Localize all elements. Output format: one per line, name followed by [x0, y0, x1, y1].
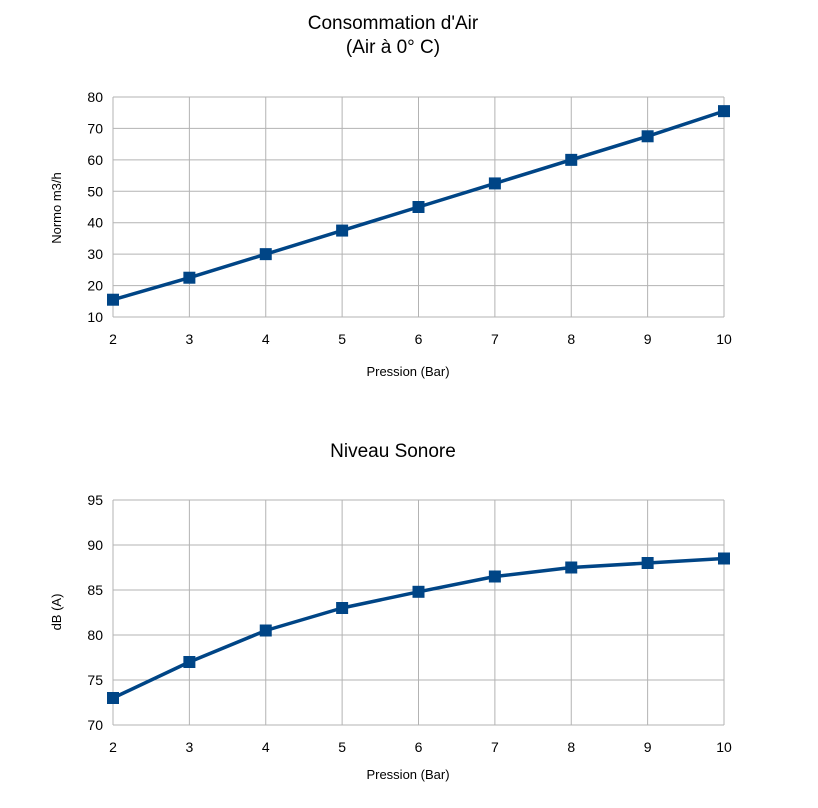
x-tick-label: 4 — [262, 331, 270, 347]
x-tick-label: 3 — [185, 331, 193, 347]
x-axis-ticks: 2 3 4 5 6 7 8 9 10 — [109, 739, 732, 755]
y-tick-label: 30 — [87, 246, 103, 262]
x-axis-label: Pression (Bar) — [366, 364, 449, 379]
data-point — [183, 656, 196, 668]
x-tick-label: 6 — [415, 331, 423, 347]
data-point — [259, 248, 272, 261]
x-tick-label: 9 — [644, 331, 652, 347]
y-tick-label: 95 — [87, 492, 103, 508]
x-tick-label: 2 — [109, 331, 117, 347]
y-axis-label: dB (A) — [49, 594, 64, 631]
x-tick-label: 7 — [491, 331, 499, 347]
grid — [112, 499, 725, 726]
y-tick-label: 50 — [87, 183, 103, 199]
series — [107, 552, 730, 704]
x-tick-label: 5 — [338, 331, 346, 347]
y-tick-label: 20 — [87, 278, 103, 294]
data-point — [488, 177, 501, 190]
y-tick-label: 80 — [87, 89, 103, 105]
x-tick-label: 7 — [491, 739, 499, 755]
y-tick-label: 10 — [87, 309, 103, 325]
y-tick-label: 60 — [87, 152, 103, 168]
data-point — [565, 153, 578, 166]
data-point — [641, 130, 654, 143]
chart-title: Niveau Sonore — [330, 441, 456, 462]
data-point — [336, 224, 349, 237]
data-point — [718, 105, 730, 118]
data-point — [641, 557, 654, 569]
x-tick-label: 6 — [415, 739, 423, 755]
data-point — [259, 624, 272, 637]
x-tick-label: 3 — [185, 739, 193, 755]
x-axis-ticks: 2 3 4 5 6 7 8 9 10 — [109, 331, 732, 347]
y-axis-ticks: 70 75 80 85 90 95 — [87, 492, 103, 733]
x-tick-label: 10 — [716, 739, 732, 755]
data-point — [107, 692, 119, 704]
data-point — [107, 293, 119, 306]
y-axis-ticks: 10 20 30 40 50 60 70 80 — [87, 89, 103, 325]
data-point — [565, 561, 578, 574]
data-point — [718, 552, 730, 565]
series — [107, 105, 730, 306]
x-axis-label: Pression (Bar) — [366, 767, 449, 782]
y-tick-label: 70 — [87, 120, 103, 136]
data-point — [336, 602, 349, 614]
data-point — [412, 201, 425, 213]
y-tick-label: 80 — [87, 627, 103, 643]
chart-title: Consommation d'Air — [308, 13, 479, 34]
y-axis-label: Normo m3/h — [49, 172, 64, 244]
y-tick-label: 90 — [87, 537, 103, 553]
x-tick-label: 8 — [567, 739, 575, 755]
sound-level-chart: Niveau Sonore 70 75 80 85 90 95 2 3 4 5 6 7 8 9 10 Pr… — [49, 441, 732, 782]
y-tick-label: 40 — [87, 215, 103, 231]
data-point — [183, 271, 196, 284]
data-point — [488, 570, 501, 583]
chart-subtitle: (Air à 0° C) — [346, 37, 440, 58]
y-tick-label: 85 — [87, 582, 103, 598]
data-point — [412, 585, 425, 598]
x-tick-label: 8 — [567, 331, 575, 347]
x-tick-label: 2 — [109, 739, 117, 755]
x-tick-label: 4 — [262, 739, 270, 755]
y-tick-label: 75 — [87, 672, 103, 688]
x-tick-label: 5 — [338, 739, 346, 755]
x-tick-label: 9 — [644, 739, 652, 755]
y-tick-label: 70 — [87, 717, 103, 733]
x-tick-label: 10 — [716, 331, 732, 347]
air-consumption-chart: Consommation d'Air (Air à 0° C) 10 20 30 40… — [49, 13, 732, 379]
